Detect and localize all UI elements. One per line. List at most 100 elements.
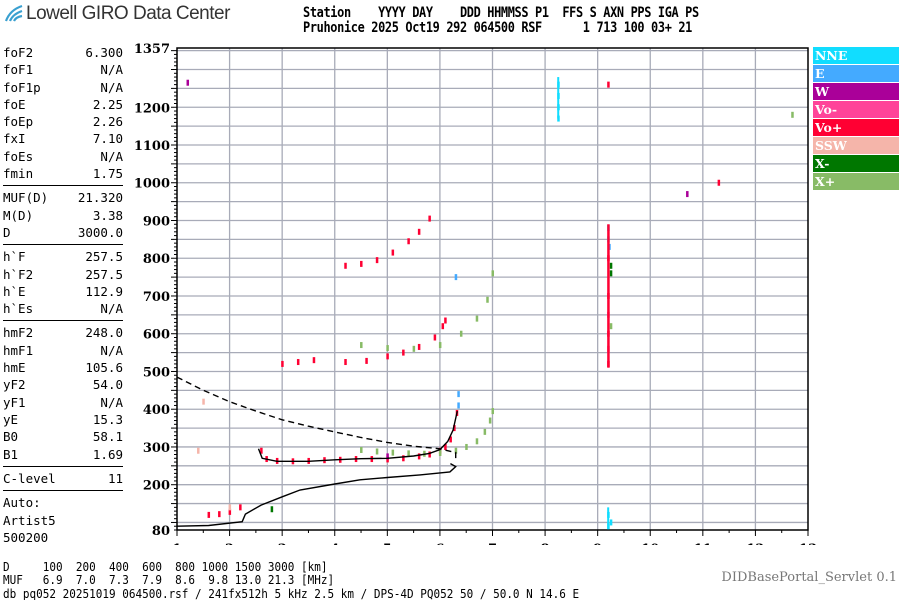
param-row: hmE 105.6	[3, 359, 123, 376]
autoscale-info: 500200	[3, 530, 49, 546]
param-row: h`F 257.5	[3, 248, 123, 265]
trace-segment-nne	[607, 507, 610, 530]
legend: NNE E W Vo- Vo+ SSW X- X+	[813, 47, 899, 191]
trace-point-voplus	[386, 353, 389, 360]
trace-point-xminus	[609, 262, 613, 269]
trace-point-xplus	[475, 315, 479, 322]
trace-point-xplus	[386, 345, 389, 352]
trace-point-voplus	[402, 455, 405, 462]
trace-point-voplus	[444, 317, 447, 324]
param-row: foF1p N/A	[3, 79, 123, 96]
param-value: 2.25	[92, 96, 123, 112]
param-value: 248.0	[85, 325, 123, 341]
trace-point-ssw	[197, 447, 200, 454]
trace-point-voplus	[207, 511, 211, 518]
trace-point-xplus	[360, 446, 363, 453]
y-tick-label: 1100	[134, 139, 170, 154]
trace-point-voplus	[444, 443, 447, 450]
trace-point-voplus	[428, 215, 431, 222]
trace-point-e	[457, 391, 460, 398]
separator	[3, 244, 123, 246]
logo-text: Lowell GIRO Data Center	[26, 3, 230, 24]
trace-point-voplus	[417, 343, 421, 350]
param-name: hmF2	[3, 325, 34, 341]
trace-point-voplus	[453, 425, 456, 432]
param-row: B0 58.1	[3, 428, 123, 445]
param-row: hmF2 248.0	[3, 324, 123, 341]
autoscale-info: Artist5	[3, 512, 56, 528]
trace-point-ssw	[202, 398, 205, 405]
separator	[3, 185, 123, 187]
legend-item-ssw: SSW	[813, 137, 899, 154]
param-row: foEs N/A	[3, 148, 123, 165]
y-tick-label: 500	[143, 365, 170, 380]
trace-point-voplus	[239, 504, 242, 511]
y-tick-label: 1357	[134, 42, 170, 57]
param-value: 105.6	[85, 360, 123, 376]
legend-item-w: W	[813, 83, 899, 100]
param-value: 11	[107, 470, 123, 486]
param-value: N/A	[100, 342, 123, 358]
param-name: D	[3, 224, 11, 240]
trace-point-nne	[557, 115, 560, 122]
y-tick-label: 1000	[134, 177, 170, 192]
param-row: h`E 112.9	[3, 283, 123, 300]
legend-item-nne: NNE	[813, 47, 899, 64]
x-tick-label: 4	[330, 542, 339, 545]
file-info: db pq052 20251019 064500.rsf / 241fx512h…	[3, 586, 580, 600]
param-row: yF1 N/A	[3, 394, 123, 411]
param-row: foF2 6.300	[3, 44, 123, 61]
version-label: DIDBasePortal_Servlet 0.1	[721, 570, 897, 585]
trace-point-voplus	[407, 238, 410, 245]
trace-point-voplus	[281, 360, 284, 367]
y-tick-label: 300	[143, 441, 170, 456]
x-tick-label: 12	[746, 542, 764, 545]
trace-point-voplus	[417, 453, 421, 460]
trace-point-w	[386, 453, 389, 460]
trace-point-voplus	[402, 349, 405, 356]
y-tick-label: 80	[152, 524, 170, 539]
y-tick-label: 200	[143, 479, 170, 494]
separator	[3, 490, 123, 492]
legend-item-xplus: X+	[813, 173, 899, 190]
y-tick-label: 600	[143, 328, 170, 343]
param-row: foEp 2.26	[3, 113, 123, 130]
trace-segment-voplus	[607, 224, 610, 368]
param-value: 112.9	[85, 283, 123, 299]
param-name: yF2	[3, 377, 26, 393]
signal-logo-icon	[4, 4, 23, 22]
trace-point-xplus	[360, 342, 363, 349]
trace-point-xplus	[459, 330, 463, 337]
trace-point-voplus	[607, 81, 610, 88]
x-tick-label: 5	[383, 542, 392, 545]
trace-point-xplus	[609, 323, 613, 330]
x-tick-label: 1	[172, 542, 181, 545]
param-row: foF1 N/A	[3, 61, 123, 78]
param-row: h`Es N/A	[3, 300, 123, 317]
trace-point-voplus	[260, 447, 263, 454]
dashed-model-curve	[176, 376, 457, 462]
param-row: B1 1.69	[3, 446, 123, 463]
param-value: 3.38	[92, 207, 123, 223]
param-name: B0	[3, 429, 19, 445]
param-name: fxI	[3, 131, 26, 147]
trace-point-xplus	[486, 296, 489, 303]
y-tick-label: 700	[143, 290, 170, 305]
trace-point-w	[686, 191, 689, 198]
param-value: 2.26	[92, 114, 123, 130]
param-value: 54.0	[92, 377, 123, 393]
y-tick-label: 400	[143, 403, 170, 418]
param-value: N/A	[100, 148, 123, 164]
trace-point-xplus	[375, 448, 379, 455]
trace-point-voplus	[228, 508, 232, 515]
param-name: foF1	[3, 62, 34, 78]
param-value: N/A	[100, 79, 123, 95]
param-value: 1.75	[92, 166, 123, 182]
x-tick-label: 13	[799, 542, 817, 545]
trace-point-w	[186, 79, 190, 86]
trace-point-voplus	[312, 357, 316, 364]
trace-point-xplus	[438, 342, 442, 349]
distance-row: D 100 200 400 600 800 1000 1500 3000 [km…	[3, 559, 328, 574]
trace-point-voplus	[296, 359, 300, 366]
